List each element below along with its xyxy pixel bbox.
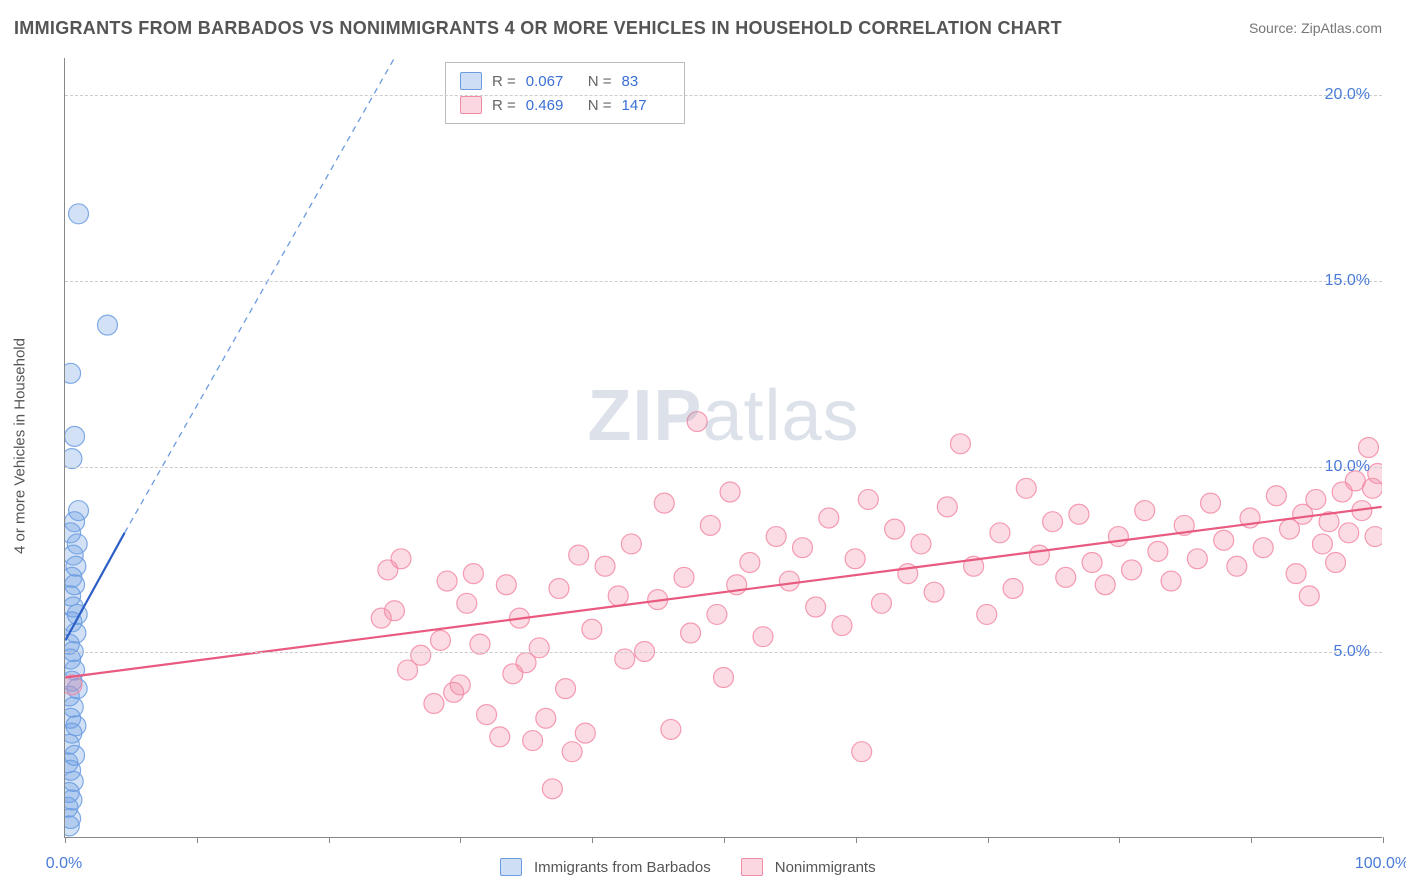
x-tick-label-right: 100.0% bbox=[1355, 855, 1406, 873]
legend-swatch bbox=[460, 72, 482, 90]
legend-r-value: 0.469 bbox=[526, 97, 574, 114]
y-tick-label: 5.0% bbox=[1334, 643, 1370, 661]
gridline bbox=[65, 95, 1382, 96]
x-tick bbox=[1251, 837, 1252, 843]
watermark: ZIPatlas bbox=[587, 375, 859, 457]
legend-r-label: R = bbox=[492, 73, 516, 90]
y-axis-label: 4 or more Vehicles in Household bbox=[12, 338, 29, 554]
legend-item: Immigrants from Barbados bbox=[500, 858, 711, 876]
gridline bbox=[65, 467, 1382, 468]
scatter-canvas bbox=[65, 58, 1382, 837]
plot-area: ZIPatlas R = 0.067 N = 83 R = 0.469 N = 147 5.0… bbox=[64, 58, 1382, 838]
x-tick-label-left: 0.0% bbox=[46, 855, 82, 873]
legend-swatch bbox=[460, 96, 482, 114]
legend-swatch bbox=[741, 858, 763, 876]
y-tick-label: 15.0% bbox=[1325, 272, 1370, 290]
y-tick-label: 20.0% bbox=[1325, 86, 1370, 104]
x-tick bbox=[592, 837, 593, 843]
x-tick bbox=[1119, 837, 1120, 843]
legend-n-value: 83 bbox=[622, 73, 670, 90]
x-tick bbox=[460, 837, 461, 843]
x-tick bbox=[197, 837, 198, 843]
source-label: Source: ZipAtlas.com bbox=[1249, 20, 1382, 36]
legend-n-value: 147 bbox=[622, 97, 670, 114]
x-tick bbox=[1383, 837, 1384, 843]
legend-item: Nonimmigrants bbox=[741, 858, 876, 876]
legend-n-label: N = bbox=[588, 97, 612, 114]
gridline bbox=[65, 652, 1382, 653]
x-tick bbox=[329, 837, 330, 843]
x-tick bbox=[724, 837, 725, 843]
x-tick bbox=[856, 837, 857, 843]
legend-item-label: Nonimmigrants bbox=[775, 859, 876, 876]
legend-r-value: 0.067 bbox=[526, 73, 574, 90]
legend-swatch bbox=[500, 858, 522, 876]
legend-r-label: R = bbox=[492, 97, 516, 114]
x-tick bbox=[65, 837, 66, 843]
chart-title: IMMIGRANTS FROM BARBADOS VS NONIMMIGRANT… bbox=[14, 18, 1062, 39]
legend-row: R = 0.067 N = 83 bbox=[460, 69, 670, 93]
correlation-legend: R = 0.067 N = 83 R = 0.469 N = 147 bbox=[445, 62, 685, 124]
gridline bbox=[65, 281, 1382, 282]
x-tick bbox=[988, 837, 989, 843]
legend-n-label: N = bbox=[588, 73, 612, 90]
legend-item-label: Immigrants from Barbados bbox=[534, 859, 711, 876]
series-legend: Immigrants from Barbados Nonimmigrants bbox=[500, 858, 876, 876]
legend-row: R = 0.469 N = 147 bbox=[460, 93, 670, 117]
y-tick-label: 10.0% bbox=[1325, 458, 1370, 476]
